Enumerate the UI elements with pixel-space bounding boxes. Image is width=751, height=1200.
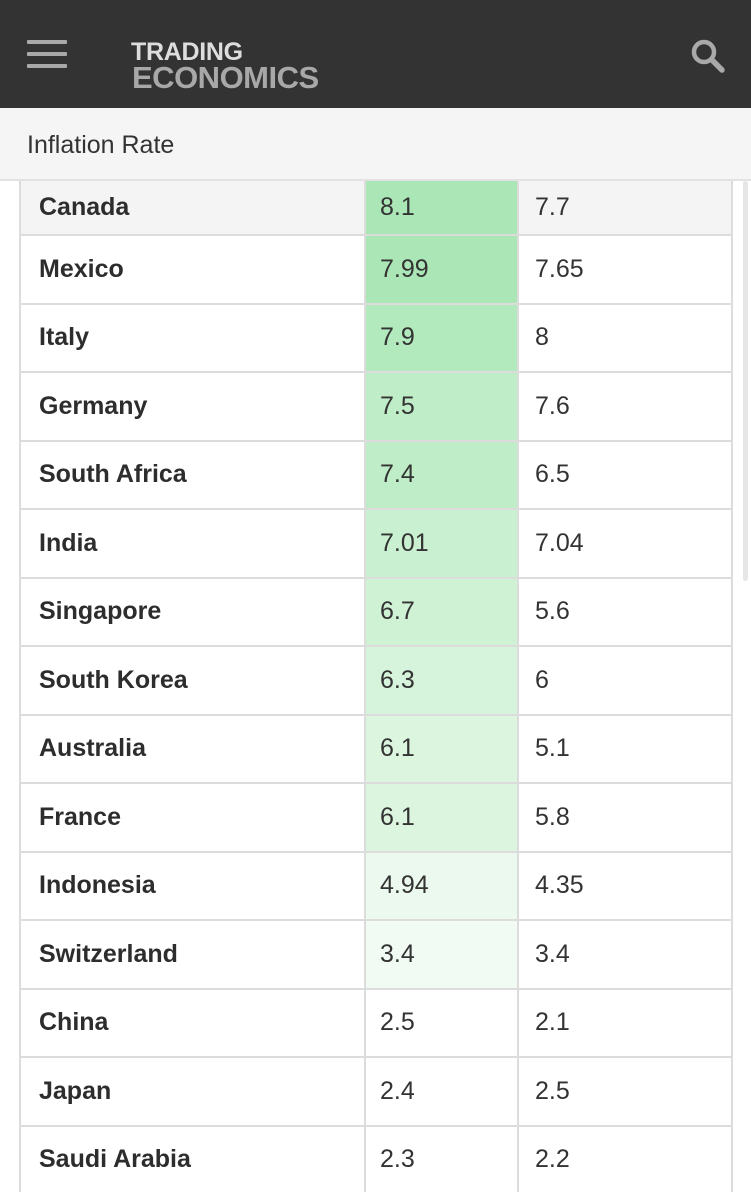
page-subheader: Inflation Rate bbox=[0, 108, 751, 181]
country-cell[interactable]: Germany bbox=[21, 373, 366, 440]
last-value-cell: 6.7 bbox=[366, 578, 519, 645]
previous-value-cell: 2.2 bbox=[535, 1145, 570, 1174]
previous-value-cell: 7.7 bbox=[535, 193, 570, 221]
menu-bar-line bbox=[27, 52, 67, 56]
previous-value-cell: 5.6 bbox=[535, 597, 570, 626]
page-title: Inflation Rate bbox=[27, 131, 175, 159]
last-value-cell: 7.5 bbox=[366, 373, 519, 440]
previous-value-cell: 5.1 bbox=[535, 734, 570, 763]
country-cell[interactable]: Italy bbox=[21, 304, 366, 371]
table-row[interactable]: Mexico 7.99 7.65 bbox=[19, 236, 733, 305]
last-value-cell: 7.99 bbox=[366, 236, 519, 303]
menu-bar-line bbox=[27, 64, 67, 68]
last-value-cell: 7.9 bbox=[366, 304, 519, 371]
previous-value-cell: 7.6 bbox=[535, 391, 570, 420]
table-row[interactable]: Australia 6.1 5.1 bbox=[19, 715, 733, 784]
previous-value-cell: 7.04 bbox=[535, 528, 584, 557]
table-row[interactable]: Germany 7.5 7.6 bbox=[19, 373, 733, 442]
table-row[interactable]: China 2.5 2.1 bbox=[19, 989, 733, 1058]
country-cell[interactable]: Mexico bbox=[21, 236, 366, 303]
country-cell[interactable]: Singapore bbox=[21, 578, 366, 645]
trading-economics-logo[interactable]: TRADING ECONOMICS bbox=[131, 38, 351, 98]
hamburger-menu-icon[interactable] bbox=[27, 40, 67, 68]
inflation-rate-table: Canada 8.1 7.7 Mexico 7.99 7.65 Italy 7.9 8 Germa… bbox=[19, 181, 733, 1192]
previous-value-cell: 7.65 bbox=[535, 254, 584, 283]
last-value-cell: 6.3 bbox=[366, 647, 519, 714]
last-value-cell: 2.5 bbox=[366, 989, 519, 1056]
menu-bar-line bbox=[27, 40, 67, 44]
country-cell[interactable]: Indonesia bbox=[21, 852, 366, 919]
table-row[interactable]: South Korea 6.3 6 bbox=[19, 647, 733, 716]
last-value-cell: 2.4 bbox=[366, 1058, 519, 1125]
last-value-cell: 6.1 bbox=[366, 715, 519, 782]
country-cell[interactable]: Australia bbox=[21, 715, 366, 782]
country-cell[interactable]: Canada bbox=[21, 181, 366, 234]
last-value-cell: 3.4 bbox=[366, 921, 519, 988]
country-cell[interactable]: South Korea bbox=[21, 647, 366, 714]
previous-value-cell: 2.1 bbox=[535, 1008, 570, 1037]
table-row[interactable]: India 7.01 7.04 bbox=[19, 510, 733, 579]
country-cell[interactable]: India bbox=[21, 510, 366, 577]
previous-value-cell: 6.5 bbox=[535, 460, 570, 489]
table-row[interactable]: France 6.1 5.8 bbox=[19, 784, 733, 853]
country-cell[interactable]: Switzerland bbox=[21, 921, 366, 988]
last-value-cell: 2.3 bbox=[366, 1126, 519, 1192]
logo-line-trading: TRADING bbox=[131, 38, 243, 66]
last-value-cell: 7.01 bbox=[366, 510, 519, 577]
last-value-cell: 6.1 bbox=[366, 784, 519, 851]
previous-value-cell: 3.4 bbox=[535, 939, 570, 968]
table-row[interactable]: Singapore 6.7 5.6 bbox=[19, 578, 733, 647]
table-row[interactable]: Canada 8.1 7.7 bbox=[19, 181, 733, 236]
table-row[interactable]: Italy 7.9 8 bbox=[19, 304, 733, 373]
previous-value-cell: 8 bbox=[535, 323, 549, 352]
table-row[interactable]: Saudi Arabia 2.3 2.2 bbox=[19, 1126, 733, 1192]
country-cell[interactable]: South Africa bbox=[21, 441, 366, 508]
last-value-cell: 7.4 bbox=[366, 441, 519, 508]
country-cell[interactable]: China bbox=[21, 989, 366, 1056]
table-bottom-spacer bbox=[19, 1192, 733, 1200]
previous-value-cell: 4.35 bbox=[535, 871, 584, 900]
last-value-cell: 4.94 bbox=[366, 852, 519, 919]
last-value-cell: 8.1 bbox=[366, 181, 519, 234]
logo-line-economics: ECONOMICS bbox=[132, 60, 319, 95]
previous-value-cell: 5.8 bbox=[535, 802, 570, 831]
country-cell[interactable]: Saudi Arabia bbox=[21, 1126, 366, 1192]
table-row[interactable]: Indonesia 4.94 4.35 bbox=[19, 852, 733, 921]
country-cell[interactable]: France bbox=[21, 784, 366, 851]
search-icon-graphic bbox=[691, 39, 725, 73]
scrollbar[interactable] bbox=[743, 181, 748, 581]
table-row[interactable]: Japan 2.4 2.5 bbox=[19, 1058, 733, 1127]
top-navigation-bar: TRADING ECONOMICS bbox=[0, 0, 751, 108]
previous-value-cell: 2.5 bbox=[535, 1076, 570, 1105]
previous-value-cell: 6 bbox=[535, 665, 549, 694]
table-row[interactable]: Switzerland 3.4 3.4 bbox=[19, 921, 733, 990]
country-cell[interactable]: Japan bbox=[21, 1058, 366, 1125]
table-row[interactable]: South Africa 7.4 6.5 bbox=[19, 441, 733, 510]
search-icon[interactable] bbox=[690, 38, 726, 74]
